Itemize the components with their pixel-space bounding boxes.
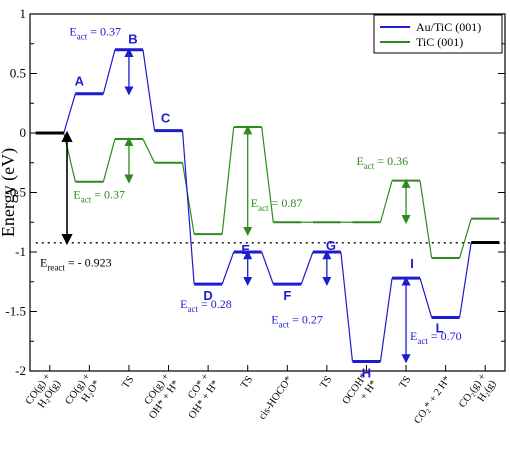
connector-line <box>419 180 433 259</box>
x-tick-label: cis-HOCO* <box>257 374 295 421</box>
state-label-B: B <box>128 32 137 47</box>
connector-line <box>221 251 235 285</box>
connector-line <box>142 138 156 164</box>
x-tick-label: CO(g) +OH* + H* <box>137 371 181 421</box>
connector-line <box>181 130 195 285</box>
connector-line <box>459 218 472 259</box>
state-label-D: D <box>203 288 212 303</box>
state-label-C: C <box>161 111 171 126</box>
x-tick-label: TS <box>120 374 136 390</box>
connector-line <box>379 278 393 362</box>
x-tick-label: TS <box>239 374 255 390</box>
x-tick-label: TS <box>397 374 413 390</box>
state-label-A: A <box>75 74 85 89</box>
x-tick-label: TS <box>318 374 334 390</box>
annotation-au_g: Eact = 0.27 <box>271 312 323 329</box>
connector-line <box>102 138 116 182</box>
x-tick-label: CO(g) +H₂O(g) <box>24 371 63 414</box>
connector-line <box>261 251 274 285</box>
axes: 1 0.5 0 -0.5 -1 -1.5 -2 Energy (eV) CO(g) +H₂O(g… <box>0 6 506 426</box>
state-label-I: I <box>410 256 414 271</box>
annotation-au_i: Eact = 0.70 <box>410 329 462 346</box>
y-tick-label: 1 <box>20 6 27 21</box>
y-tick-label: -2 <box>15 363 26 378</box>
state-label-E: E <box>241 242 250 257</box>
legend-label: TiC (001) <box>416 35 463 49</box>
y-tick-label: -1.5 <box>5 304 26 319</box>
connector-line <box>63 132 76 182</box>
state-label-L: L <box>436 320 444 335</box>
state-label-G: G <box>326 238 336 253</box>
connector-line <box>63 93 76 134</box>
y-tick-label: -0.5 <box>5 185 26 200</box>
annotation-tic_b: Eact = 0.37 <box>73 187 125 204</box>
connector-line <box>102 49 116 94</box>
connector-line <box>459 242 472 318</box>
annotation-react: Ereact = - 0.923 <box>40 255 112 272</box>
connector-line <box>419 278 433 318</box>
annotation-au_e: Eact = 0.28 <box>180 297 232 314</box>
y-tick-label: 0.5 <box>10 66 26 81</box>
y-axis-label: Energy (eV) <box>0 148 19 237</box>
annotation-layer: Eact = 0.37 Eact = 0.37 Eact = 0.87 Eact = … <box>40 24 462 364</box>
legend-box <box>373 14 503 54</box>
connector-line <box>261 126 274 223</box>
legend-label: Au/TiC (001) <box>416 20 481 34</box>
connector-line <box>340 251 354 362</box>
annotation-tic_ts4: Eact = 0.36 <box>356 154 408 171</box>
connector-line <box>142 49 156 131</box>
annotation-tic_ts2: Eact = 0.87 <box>251 196 303 213</box>
x-tick-label: CO(g) +H₂O* <box>63 371 102 413</box>
connector-line <box>379 180 393 223</box>
state-label-H: H <box>362 365 371 380</box>
x-tick-label: OCOH*+ H* <box>341 372 380 414</box>
x-tick-label: CO* +OH* + H* <box>177 371 221 421</box>
x-tick-label: CO₂(g) +H₂(g) <box>457 371 499 417</box>
connector-line <box>181 162 195 235</box>
annotation-au_b: Eact = 0.37 <box>69 24 121 41</box>
y-tick-label: 0 <box>20 125 27 140</box>
x-tick-label: CO₂* + 2 H* <box>412 374 453 426</box>
state-label-F: F <box>283 288 291 303</box>
legend: Au/TiC (001)TiC (001) <box>373 14 503 54</box>
connector-line <box>300 251 314 285</box>
y-tick-label: -1 <box>15 244 26 259</box>
series-tic <box>35 126 500 259</box>
connector-line <box>221 126 235 235</box>
